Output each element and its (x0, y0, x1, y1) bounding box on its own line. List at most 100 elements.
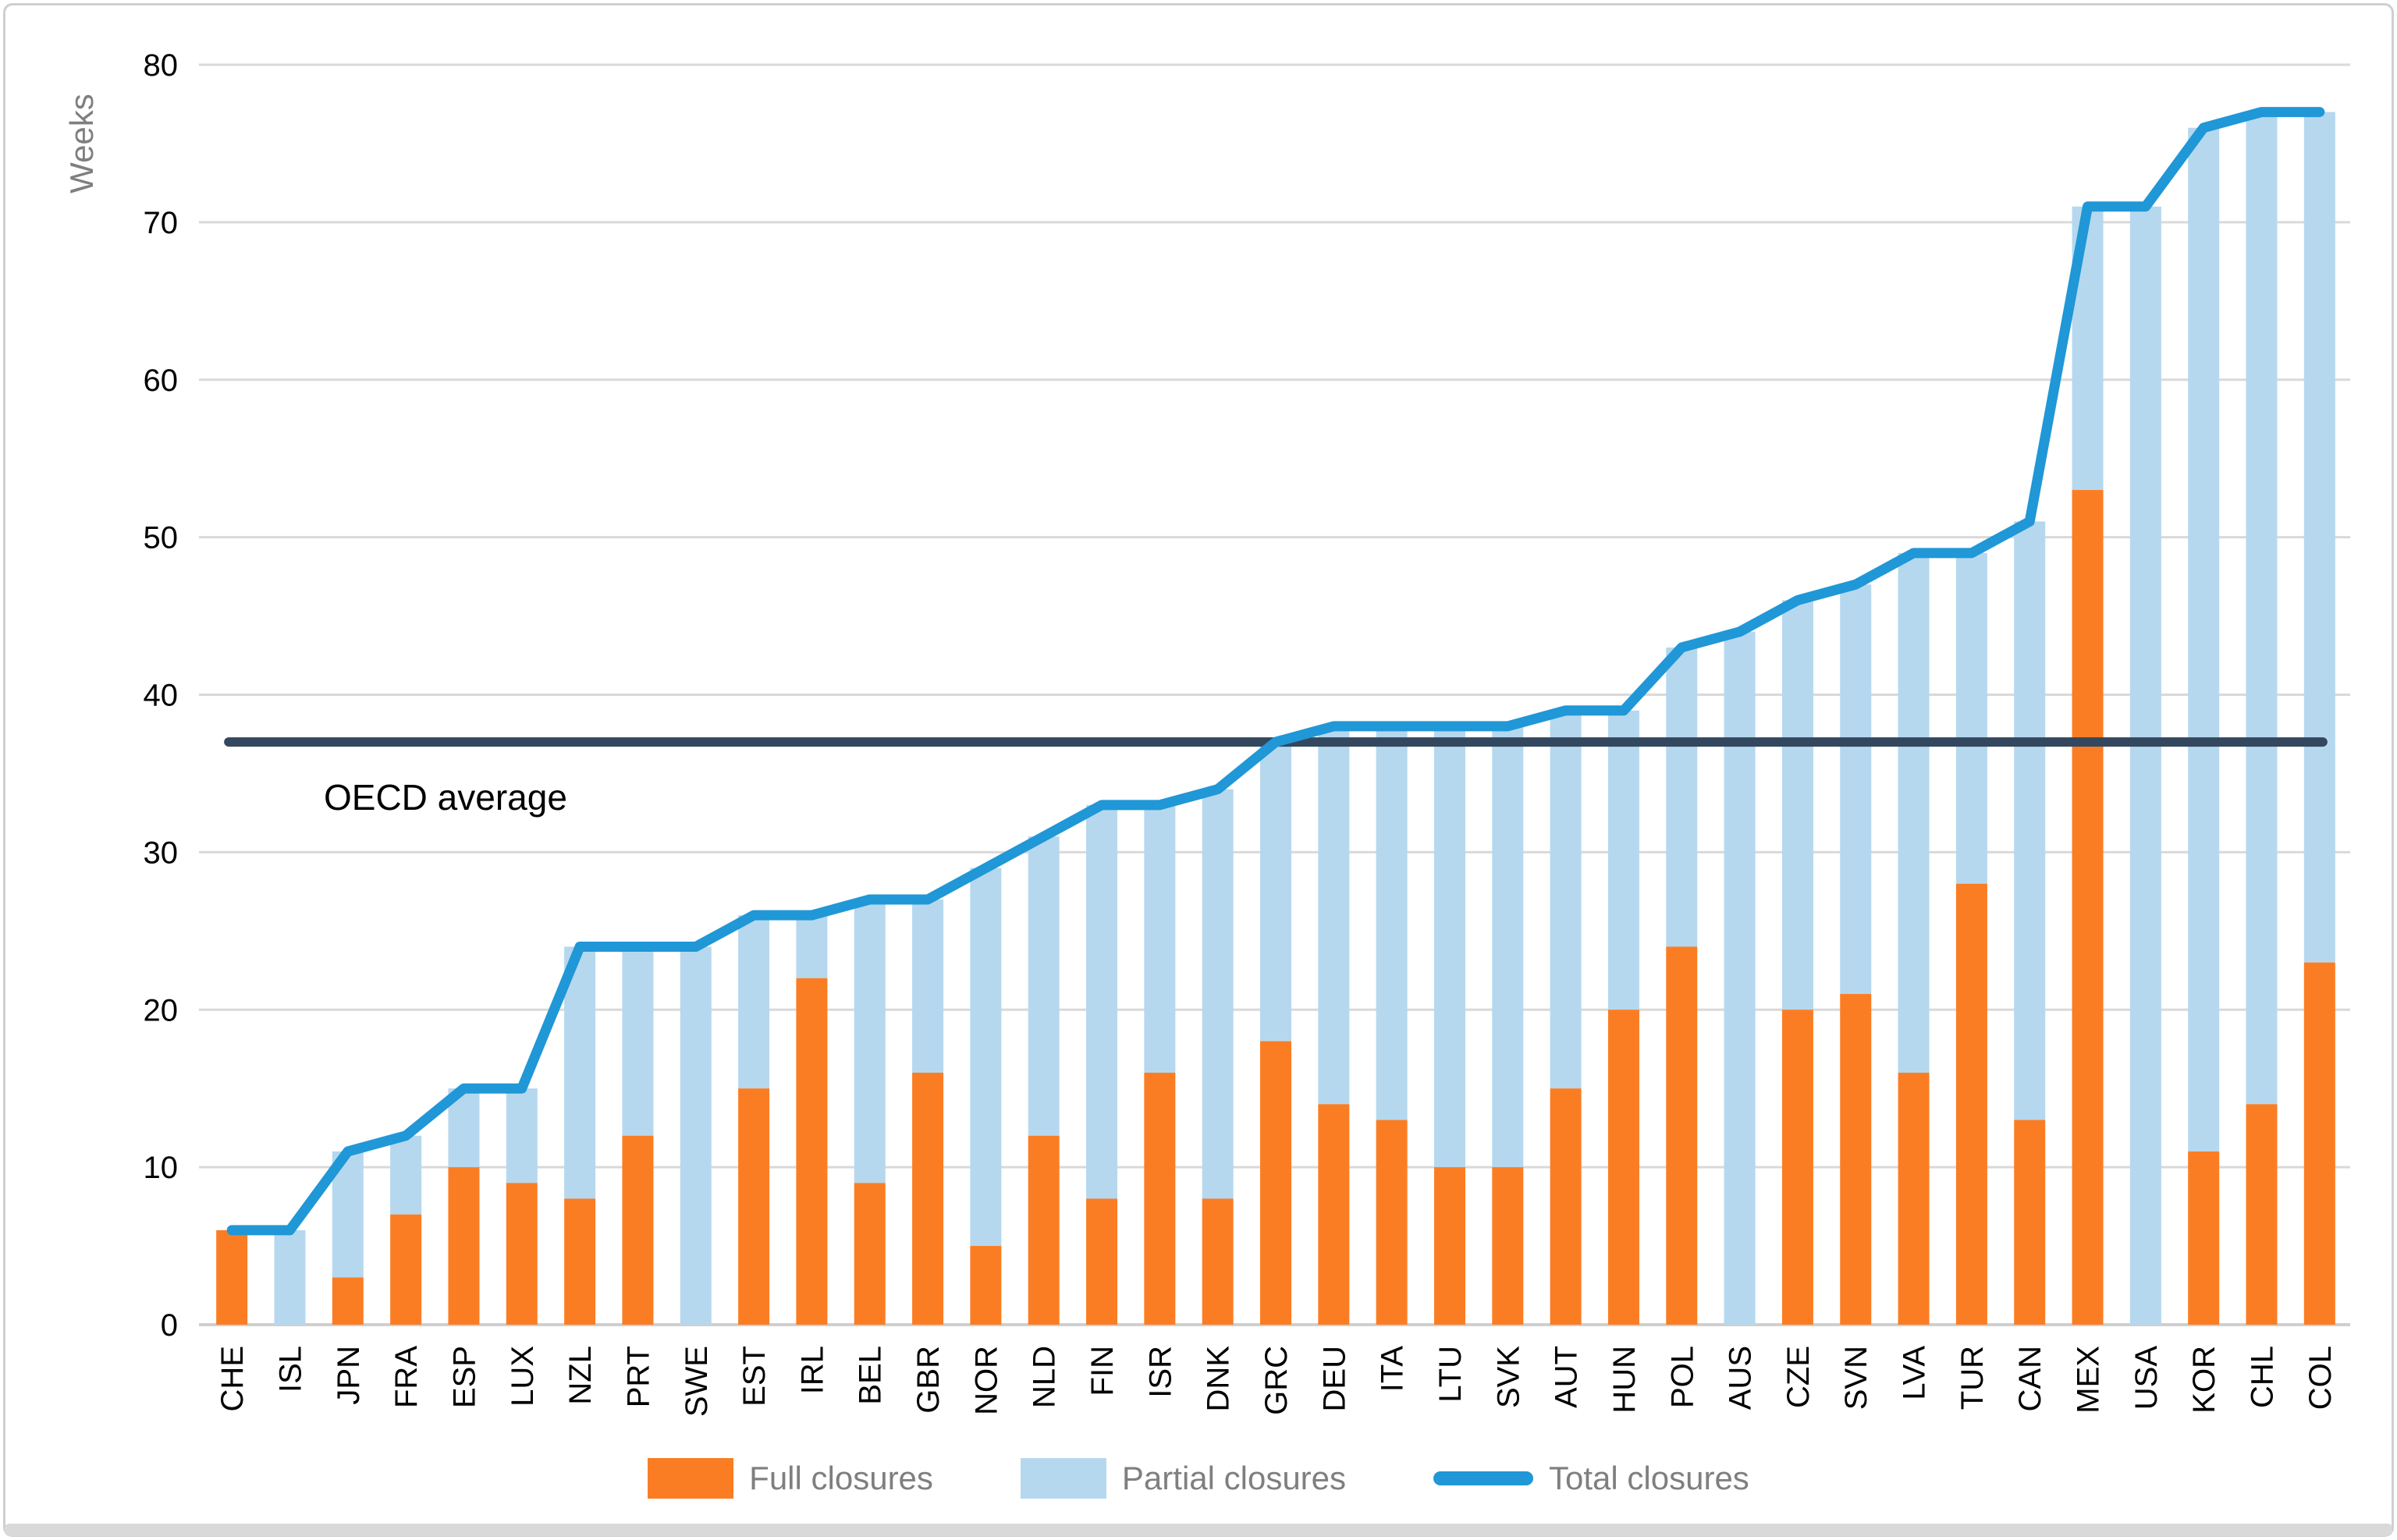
x-label-JPN: JPN (332, 1346, 366, 1405)
bar-full-AUT (1550, 1088, 1582, 1325)
bar-partial-CHL (2246, 112, 2278, 1105)
y-tick-label-60: 60 (144, 364, 179, 398)
bar-full-LTU (1433, 1167, 1465, 1325)
bar-full-MEX (2072, 490, 2104, 1325)
bar-partial-NLD (1028, 836, 1060, 1136)
bar-partial-GBR (912, 899, 944, 1073)
bar-partial-LUX (506, 1088, 538, 1183)
bar-partial-PRT (622, 946, 654, 1136)
y-tick-label-70: 70 (144, 206, 179, 240)
x-label-SVK: SVK (1491, 1346, 1525, 1408)
x-label-NLD: NLD (1028, 1346, 1062, 1408)
bar-full-IRL (796, 978, 828, 1325)
bar-full-PRT (622, 1135, 654, 1325)
bar-full-BEL (854, 1183, 886, 1325)
x-label-LTU: LTU (1433, 1346, 1468, 1403)
bar-full-NLD (1028, 1135, 1060, 1325)
bar-partial-DNK (1202, 789, 1234, 1199)
x-label-ESP: ESP (447, 1346, 481, 1408)
bar-full-CHL (2246, 1104, 2278, 1325)
bar-partial-BEL (854, 899, 886, 1183)
bar-partial-FIN (1086, 804, 1118, 1199)
legend-label: Full closures (749, 1460, 933, 1496)
bar-partial-NOR (970, 868, 1002, 1247)
x-label-CZE: CZE (1781, 1346, 1816, 1408)
x-label-BEL: BEL (854, 1346, 888, 1405)
x-label-ISR: ISR (1143, 1346, 1177, 1398)
bar-full-FIN (1086, 1198, 1118, 1325)
x-label-NOR: NOR (969, 1346, 1003, 1415)
x-label-FIN: FIN (1085, 1346, 1120, 1396)
bar-partial-FRA (390, 1135, 422, 1215)
legend-item-full-closures: Full closures (648, 1458, 933, 1499)
bar-full-ITA (1376, 1120, 1408, 1325)
bar-full-TUR (1955, 883, 1987, 1325)
bar-full-FRA (390, 1214, 422, 1325)
y-tick-label-20: 20 (144, 993, 179, 1027)
x-label-NZL: NZL (563, 1346, 598, 1405)
bar-full-CZE (1781, 1010, 1813, 1325)
bar-partial-COL (2303, 112, 2335, 963)
x-label-ITA: ITA (1376, 1346, 1410, 1393)
legend-item-total-closures: Total closures (1433, 1460, 1749, 1497)
legend-item-partial-closures: Partial closures (1020, 1458, 1347, 1499)
bar-full-CHE (216, 1230, 248, 1325)
x-label-CHE: CHE (215, 1346, 250, 1411)
y-tick-label-40: 40 (144, 679, 179, 713)
legend: Full closures Partial closures Total closu… (0, 1445, 2397, 1512)
x-label-ISL: ISL (273, 1346, 307, 1393)
x-label-CAN: CAN (2013, 1346, 2047, 1411)
bar-partial-ISL (274, 1230, 306, 1325)
x-label-EST: EST (737, 1346, 772, 1407)
x-label-SVN: SVN (1839, 1346, 1873, 1410)
x-label-GRC: GRC (1259, 1346, 1294, 1415)
bar-full-GBR (912, 1073, 944, 1325)
bar-full-ESP (448, 1167, 480, 1325)
bar-full-NOR (970, 1246, 1002, 1325)
bar-full-CAN (2014, 1120, 2046, 1325)
bar-partial-ITA (1376, 726, 1408, 1120)
bar-full-LVA (1898, 1073, 1930, 1325)
x-label-FRA: FRA (389, 1346, 424, 1408)
bar-partial-KOR (2188, 127, 2220, 1151)
bar-full-NZL (564, 1198, 596, 1325)
x-label-AUT: AUT (1550, 1346, 1584, 1408)
bar-partial-DEU (1318, 726, 1350, 1105)
bar-full-LUX (506, 1183, 538, 1325)
bar-partial-USA (2129, 206, 2161, 1325)
legend-swatch-full-closures (648, 1458, 734, 1499)
y-tick-label-30: 30 (144, 836, 179, 870)
legend-label: Partial closures (1121, 1460, 1347, 1496)
x-label-HUN: HUN (1607, 1346, 1642, 1414)
bar-partial-AUS (1724, 631, 1756, 1325)
bar-partial-GRC (1260, 742, 1291, 1041)
oecd-average-label: OECD average (324, 777, 567, 818)
total-closures-line (226, 107, 2325, 1236)
x-label-USA: USA (2129, 1346, 2164, 1410)
bar-partial-SVN (1840, 584, 1872, 995)
x-label-KOR: KOR (2187, 1346, 2221, 1414)
bar-partial-HUN (1607, 710, 1639, 1010)
bar-partial-AUT (1550, 710, 1582, 1089)
legend-swatch-partial-closures (1020, 1458, 1106, 1499)
x-label-AUS: AUS (1724, 1346, 1758, 1410)
bar-partial-IRL (796, 915, 828, 978)
bar-full-HUN (1607, 1010, 1639, 1325)
bar-partial-TUR (1955, 552, 1987, 884)
x-label-DEU: DEU (1317, 1346, 1351, 1411)
bar-full-GRC (1260, 1041, 1291, 1325)
bar-partial-SWE (680, 946, 712, 1325)
x-label-POL: POL (1665, 1346, 1699, 1408)
bar-full-JPN (332, 1277, 364, 1325)
bar-partial-POL (1666, 647, 1698, 947)
bar-partial-CZE (1781, 600, 1813, 1010)
bar-full-KOR (2188, 1151, 2220, 1325)
y-tick-label-80: 80 (144, 48, 179, 83)
bar-full-SVN (1840, 994, 1872, 1325)
bar-partial-EST (738, 915, 770, 1089)
x-label-MEX: MEX (2072, 1346, 2106, 1414)
x-label-LVA: LVA (1898, 1346, 1932, 1400)
x-label-LUX: LUX (506, 1346, 540, 1407)
x-label-TUR: TUR (1955, 1346, 1990, 1410)
